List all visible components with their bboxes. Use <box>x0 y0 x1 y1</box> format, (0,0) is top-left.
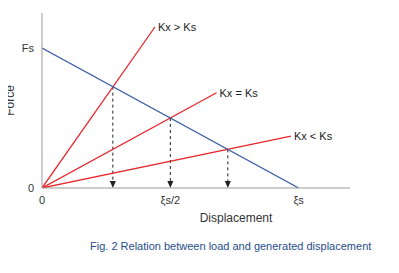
svg-text:Kx = Ks: Kx = Ks <box>220 87 259 99</box>
svg-text:ξs: ξs <box>293 194 304 206</box>
html-text:Fig. 2 Relation between load a: Fig. 2 Relation between load and generat… <box>90 240 372 252</box>
svg-text:Kx < Ks: Kx < Ks <box>294 130 333 142</box>
svg-text:0: 0 <box>39 194 45 206</box>
svg-text:0: 0 <box>28 182 34 194</box>
svg-text:Kx > Ks: Kx > Ks <box>158 21 197 33</box>
svg-text:Force: Force <box>8 85 17 116</box>
svg-text:ξs/2: ξs/2 <box>161 194 181 206</box>
svg-text:Fs: Fs <box>22 42 35 54</box>
svg-text:Displacement: Displacement <box>200 211 273 224</box>
